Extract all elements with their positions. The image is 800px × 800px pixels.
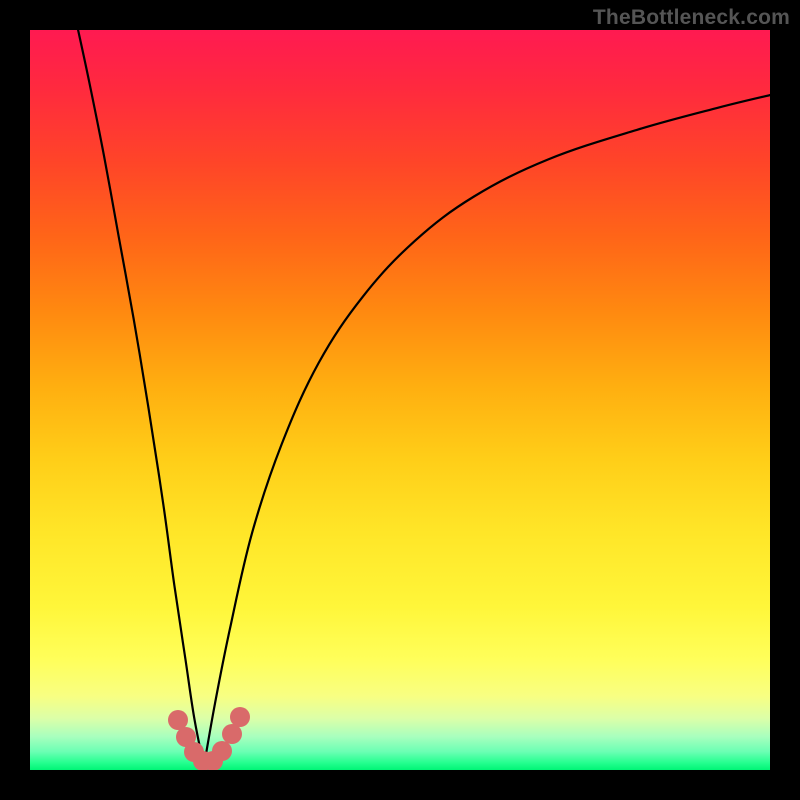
- bottleneck-marker: [230, 707, 250, 727]
- watermark-text: TheBottleneck.com: [593, 6, 790, 30]
- bottleneck-marker: [222, 724, 242, 744]
- plot-area: [30, 30, 770, 770]
- markers-layer: [30, 30, 770, 770]
- bottleneck-marker: [212, 741, 232, 761]
